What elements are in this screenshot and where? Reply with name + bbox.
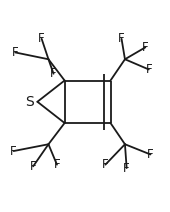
Text: F: F xyxy=(30,160,36,173)
Text: S: S xyxy=(25,95,34,109)
Text: F: F xyxy=(12,46,19,59)
Text: F: F xyxy=(50,67,57,80)
Text: F: F xyxy=(146,63,152,76)
Text: F: F xyxy=(38,32,45,45)
Text: F: F xyxy=(10,145,17,158)
Text: F: F xyxy=(118,32,125,45)
Text: F: F xyxy=(102,158,109,171)
Text: F: F xyxy=(147,148,154,161)
Text: F: F xyxy=(142,41,149,54)
Text: F: F xyxy=(54,158,60,171)
Text: F: F xyxy=(123,162,130,174)
